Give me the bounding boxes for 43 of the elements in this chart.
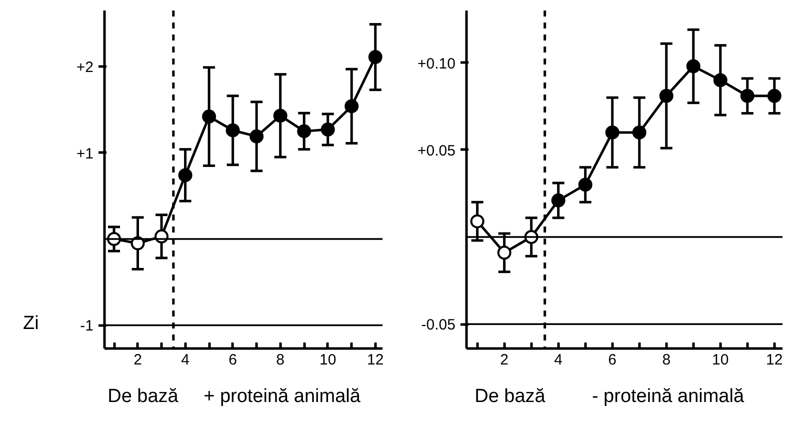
point (551, 193, 566, 208)
point (297, 124, 312, 138)
text: - proteină animală (592, 385, 744, 409)
point (767, 88, 782, 103)
point (226, 123, 240, 138)
text: + proteină animală (204, 385, 360, 409)
x-tick-label: 4 (554, 352, 562, 368)
point (632, 125, 646, 140)
x-tick-label: 6 (228, 352, 237, 368)
point (273, 108, 288, 123)
y-axis-title: Zi (23, 312, 39, 336)
point (178, 168, 192, 182)
y-tick-label: +2 (76, 59, 94, 76)
point (250, 129, 264, 144)
y-tick-label: +1 (76, 145, 94, 162)
x-tick-label: 4 (181, 352, 190, 368)
y-tick-label: +0.10 (418, 55, 456, 72)
y-tick-label: +0.05 (418, 142, 456, 160)
point (659, 88, 674, 103)
x-tick-label: 12 (766, 352, 783, 368)
point (320, 122, 335, 136)
point (470, 214, 484, 228)
y-tick-label: -0.05 (421, 316, 456, 334)
x-tick-label: 2 (134, 352, 142, 368)
y-tick-label: -1 (80, 318, 94, 335)
point (344, 99, 359, 114)
x-tick-label: 8 (276, 352, 284, 368)
x-tick-label: 6 (608, 352, 617, 368)
point (497, 246, 512, 260)
text: De bază (474, 385, 546, 409)
x-tick-label: 10 (320, 352, 336, 368)
point (686, 59, 700, 74)
text: De bază (108, 385, 178, 409)
x-tick-label: 10 (712, 352, 729, 368)
x-tick-label: 12 (367, 352, 384, 368)
point (578, 178, 592, 192)
x-tick-label: 2 (500, 352, 508, 368)
point (202, 110, 216, 124)
point (740, 88, 754, 103)
point (605, 125, 620, 140)
point (368, 50, 382, 64)
x-tick-label: 8 (662, 352, 671, 368)
point (713, 73, 728, 88)
